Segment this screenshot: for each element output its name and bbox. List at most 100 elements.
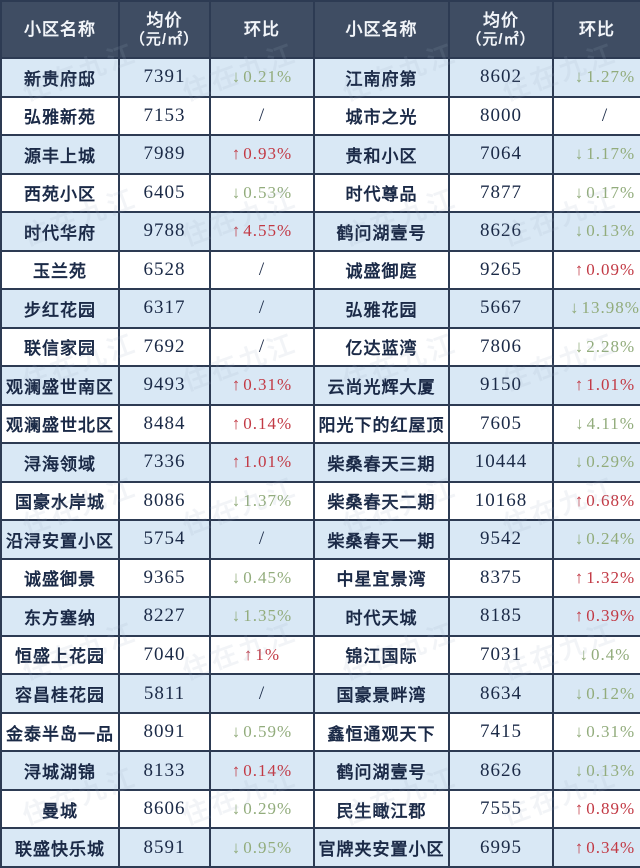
table-row: 源丰上城 7989 ↑ 0.93% 贵和小区 7064 ↓ 1.17% [0, 134, 640, 175]
avg-price-cell: 9150 [448, 365, 554, 406]
down-arrow-icon: ↓ [231, 606, 242, 626]
community-name-cell: 东方塞纳 [0, 596, 120, 637]
mom-change-value: ↑ 0.39% [574, 606, 636, 626]
mom-change-cell: ↓ 0.31% [552, 711, 640, 753]
down-arrow-icon: ↓ [231, 799, 242, 819]
down-arrow-icon: ↓ [579, 644, 590, 664]
header-avg-price-line2: （元/㎡） [466, 30, 536, 48]
mom-change-cell: ↑ 1% [209, 634, 315, 676]
community-name-cell: 浔城湖锦 [0, 750, 120, 791]
table-row: 观澜盛世南区 9493 ↑ 0.31% 云尚光辉大厦 9150 ↑ 1.01% [0, 365, 640, 406]
community-name-cell: 恒盛上花园 [0, 634, 120, 676]
table-row: 东方塞纳 8227 ↓ 1.35% 时代天城 8185 ↑ 0.39% [0, 596, 640, 637]
avg-price-cell: 7415 [448, 711, 554, 753]
mom-change-value: ↓ 1.17% [574, 144, 636, 164]
mom-change-value: ↑ 0.31% [231, 375, 293, 395]
up-arrow-icon: ↑ [231, 221, 242, 241]
community-name-cell: 国豪水岸城 [0, 480, 120, 522]
mom-change-value: ↑ 1.01% [231, 452, 293, 472]
community-name-cell: 联信家园 [0, 326, 120, 368]
mom-change-value: ↓ 1.27% [574, 67, 636, 87]
community-name-cell: 江南府第 [313, 57, 450, 98]
up-arrow-icon: ↑ [231, 375, 242, 395]
down-arrow-icon: ↓ [231, 722, 242, 742]
community-name-cell: 时代尊品 [313, 172, 450, 214]
mom-change-cell: ↑ 1.01% [209, 442, 315, 483]
community-name-cell: 锦江国际 [313, 634, 450, 676]
down-arrow-icon: ↓ [574, 452, 585, 472]
table-row: 曼城 8606 ↓ 0.29% 民生瞰江郡 7555 ↑ 0.89% [0, 788, 640, 830]
table-row: 玉兰苑 6528 / 诚盛御庭 9265 ↑ 0.09% [0, 249, 640, 291]
mom-change-value: / [258, 258, 266, 280]
community-name-cell: 阳光下的红屋顶 [313, 403, 450, 445]
mom-change-cell: ↑ 0.93% [209, 134, 315, 175]
mom-change-cell: / [209, 95, 315, 137]
mom-change-value: ↑ 0.93% [231, 144, 293, 164]
table-row: 观澜盛世北区 8484 ↑ 0.14% 阳光下的红屋顶 7605 ↓ 4.11% [0, 403, 640, 445]
mom-change-cell: ↑ 1.01% [552, 365, 640, 406]
header-row: 小区名称 均价 （元/㎡） 环比 小区名称 均价 （元/㎡） 环比 [0, 0, 640, 59]
mom-change-cell: / [552, 95, 640, 137]
community-name-cell: 鑫恒通观天下 [313, 711, 450, 753]
mom-change-cell: ↑ 0.14% [209, 750, 315, 791]
mom-change-value: ↑ 0.14% [231, 760, 293, 780]
mom-change-value: ↓ 0.31% [574, 722, 636, 742]
mom-change-value: ↓ 0.53% [231, 182, 293, 202]
mom-change-cell: ↓ 4.11% [552, 403, 640, 445]
mom-change-value: ↓ 0.59% [231, 722, 293, 742]
mom-change-cell: ↓ 1.37% [209, 480, 315, 522]
mom-change-value: ↓ 0.4% [579, 644, 631, 664]
header-community-name: 小区名称 [313, 0, 450, 59]
avg-price-cell: 8375 [448, 557, 554, 599]
table-row: 西苑小区 6405 ↓ 0.53% 时代尊品 7877 ↓ 0.17% [0, 172, 640, 214]
up-arrow-icon: ↑ [231, 760, 242, 780]
community-name-cell: 鹤问湖壹号 [313, 750, 450, 791]
avg-price-cell: 7806 [448, 326, 554, 368]
avg-price-cell: 8602 [448, 57, 554, 98]
up-arrow-icon: ↑ [574, 259, 585, 279]
community-name-cell: 柴桑春天一期 [313, 519, 450, 560]
mom-change-value: ↑ 0.89% [574, 799, 636, 819]
table-row: 国豪水岸城 8086 ↓ 1.37% 柴桑春天二期 10168 ↑ 0.68% [0, 480, 640, 522]
mom-change-value: ↓ 0.95% [231, 837, 293, 857]
mom-change-value: ↑ 4.55% [231, 221, 293, 241]
community-name-cell: 贵和小区 [313, 134, 450, 175]
mom-change-value: ↑ 1% [243, 644, 281, 664]
mom-change-value: ↓ 0.21% [231, 67, 293, 87]
avg-price-cell: 7605 [448, 403, 554, 445]
community-name-cell: 金泰半岛一品 [0, 711, 120, 753]
mom-change-cell: ↑ 0.68% [552, 480, 640, 522]
header-mom-change: 环比 [552, 0, 640, 59]
mom-change-cell: ↑ 0.09% [552, 249, 640, 291]
up-arrow-icon: ↑ [231, 452, 242, 472]
avg-price-cell: 7031 [448, 634, 554, 676]
mom-change-value: / [258, 297, 266, 319]
header-avg-price-line2: （元/㎡） [129, 30, 200, 48]
avg-price-cell: 8000 [448, 95, 554, 137]
mom-change-value: / [258, 335, 266, 357]
avg-price-cell: 7877 [448, 172, 554, 214]
down-arrow-icon: ↓ [574, 760, 585, 780]
community-name-cell: 柴桑春天二期 [313, 480, 450, 522]
mom-change-cell: ↓ 1.27% [552, 57, 640, 98]
community-name-cell: 时代华府 [0, 211, 120, 252]
avg-price-cell: 5667 [448, 288, 554, 329]
mom-change-value: ↓ 1.37% [231, 490, 293, 510]
table-row: 步红花园 6317 / 弘雅花园 5667 ↓ 13.98% [0, 288, 640, 329]
avg-price-cell: 9493 [118, 365, 211, 406]
avg-price-cell: 9788 [118, 211, 211, 252]
mom-change-value: ↓ 1.35% [231, 606, 293, 626]
table-row: 沿浔安置小区 5754 / 柴桑春天一期 9542 ↓ 0.24% [0, 519, 640, 560]
community-name-cell: 中星宜景湾 [313, 557, 450, 599]
mom-change-cell: ↑ 4.55% [209, 211, 315, 252]
table-row: 弘雅新苑 7153 / 城市之光 8000 / [0, 95, 640, 137]
community-name-cell: 时代天城 [313, 596, 450, 637]
community-name-cell: 诚盛御景 [0, 557, 120, 599]
down-arrow-icon: ↓ [231, 182, 242, 202]
down-arrow-icon: ↓ [570, 298, 580, 318]
mom-change-cell: ↓ 0.24% [552, 519, 640, 560]
community-name-cell: 沿浔安置小区 [0, 519, 120, 560]
avg-price-cell: 7555 [448, 788, 554, 830]
mom-change-cell: ↑ 0.39% [552, 596, 640, 637]
